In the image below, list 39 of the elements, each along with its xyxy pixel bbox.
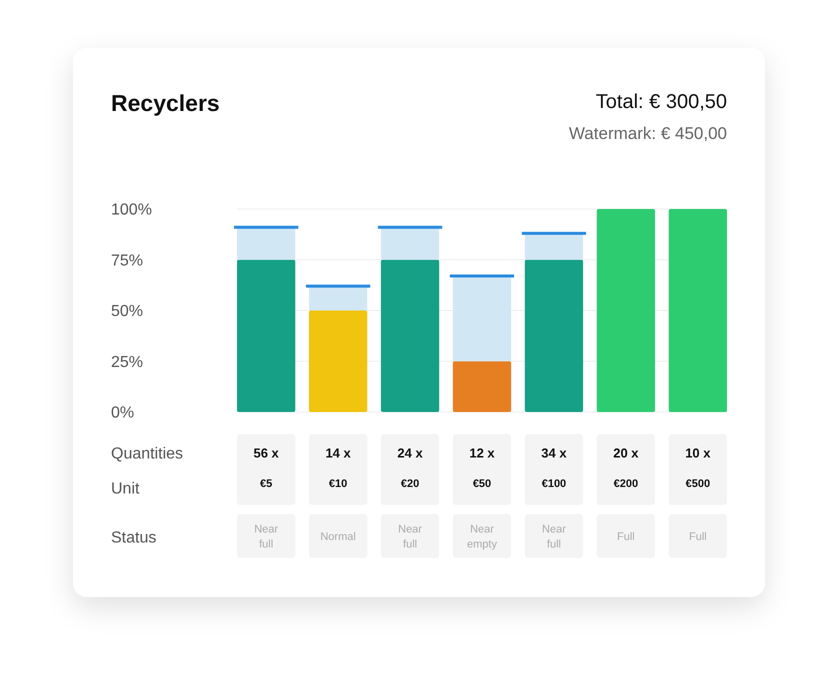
text: Watermark: € 450,00 [568, 124, 727, 143]
text: 56 x [253, 446, 280, 461]
text: Near full [398, 523, 422, 550]
x-tick-label: €5 [260, 478, 272, 490]
bar [668, 209, 727, 412]
chart-subtitle: Total: € 300,50 [596, 91, 727, 113]
text: Status [111, 530, 156, 547]
x-tick-label: €20 [400, 478, 420, 490]
x-tick-label: €100 [542, 478, 566, 490]
bar [308, 310, 368, 412]
text: Near full [542, 523, 566, 550]
text: Quantities [111, 446, 184, 463]
x-tick-label: €500 [686, 478, 710, 490]
text: 34 x [541, 446, 568, 461]
text: 20 x [613, 446, 640, 461]
bar [524, 260, 584, 412]
text: Normal [320, 530, 356, 543]
chart-title: Recyclers [111, 90, 220, 116]
y-tick-label: 0% [111, 404, 134, 422]
y-tick-label: 25% [111, 354, 144, 371]
text: 24 x [397, 446, 424, 461]
text: Near full [254, 523, 278, 550]
text: 12 x [469, 446, 496, 461]
text: 10 x [685, 446, 712, 461]
text: Unit [111, 480, 140, 498]
y-tick-label: 75% [111, 252, 144, 270]
y-tick-label: 100% [111, 202, 152, 219]
bar [596, 209, 656, 412]
x-tick-label: €200 [614, 478, 638, 490]
x-tick-label: €50 [472, 478, 492, 490]
text: Near empty [467, 523, 498, 550]
text: Full [688, 530, 707, 543]
x-tick-label: €10 [328, 478, 348, 490]
bar [452, 361, 512, 412]
text: 14 x [325, 446, 352, 461]
bar [237, 260, 296, 412]
text: Full [617, 530, 635, 543]
bar [380, 260, 440, 412]
y-tick-label: 50% [111, 303, 144, 320]
